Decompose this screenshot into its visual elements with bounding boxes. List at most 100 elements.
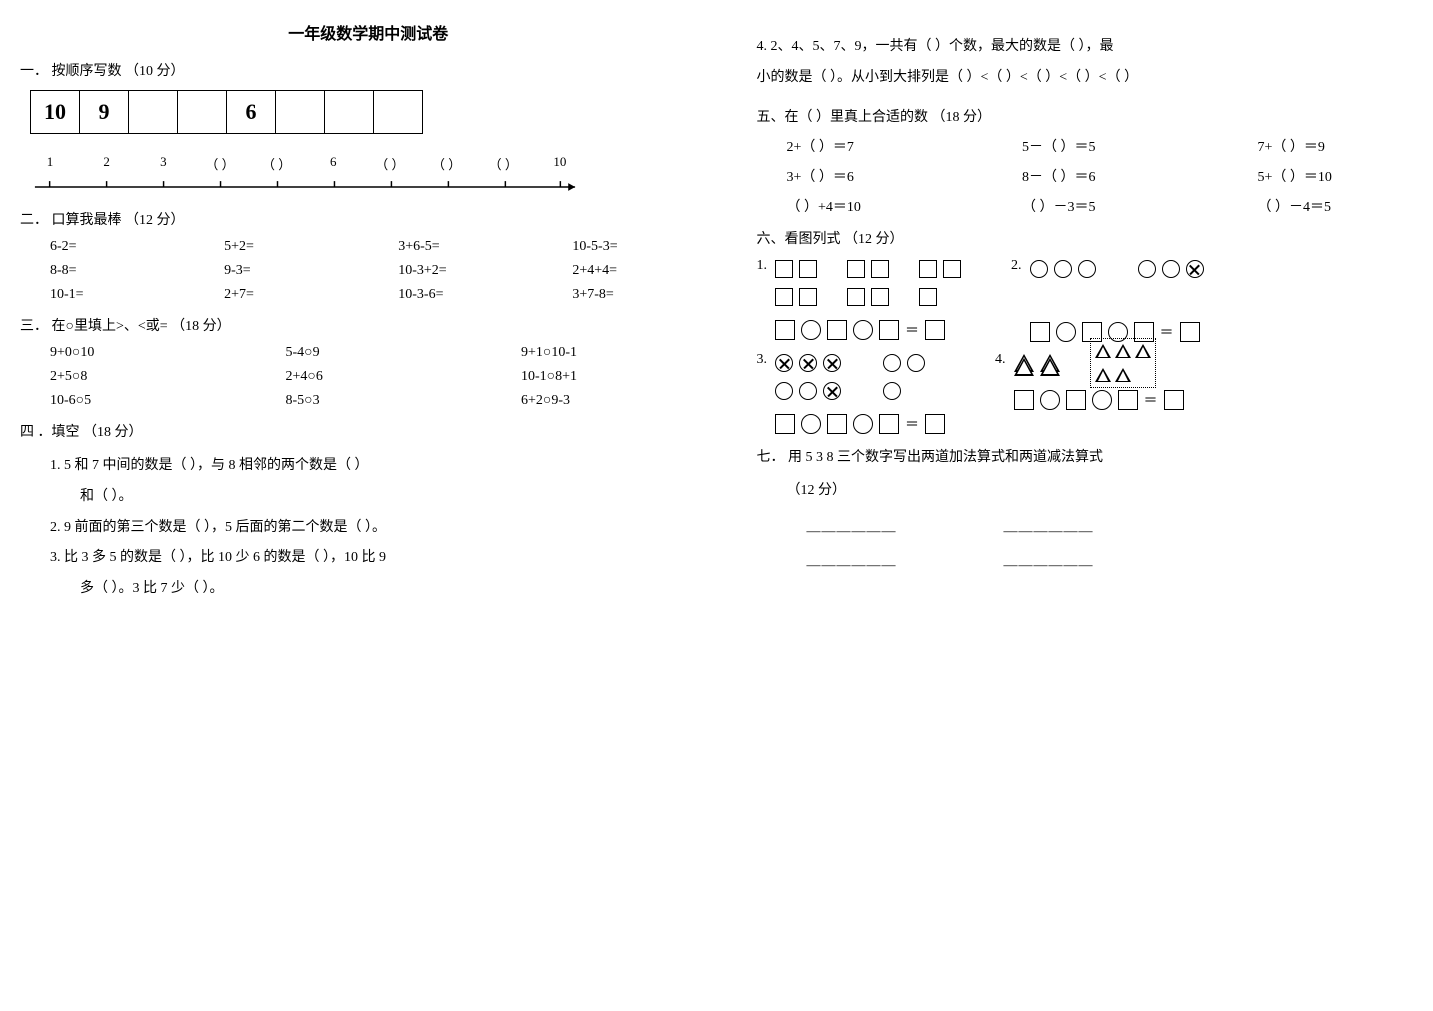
square-icon — [871, 260, 889, 278]
nl-label: 1 — [30, 154, 70, 173]
nl-label: （ ） — [483, 154, 523, 173]
right-column: 4. 2、4、5、7、9，一共有（ ）个数，最大的数是（ ），最 小的数是（ ）… — [757, 20, 1433, 617]
section-5: 五、在（ ）里真上合适的数 （18 分） 2+（ ）＝7 5－（ ）＝5 7+（… — [757, 106, 1433, 216]
equals-sign: ＝ — [905, 414, 919, 434]
fill-item: （ ）+4＝10 — [787, 196, 983, 216]
section-1: 一． 按顺序写数 （10 分） 10 9 6 1 2 3 （ ） （ ） 6 — [20, 60, 717, 197]
square-icon — [799, 288, 817, 306]
compare-item: 9+0○10 — [50, 345, 246, 361]
nl-label: 2 — [87, 154, 127, 173]
fill-item: （ ）－4＝5 — [1258, 196, 1433, 216]
figure-4: 4. — [995, 352, 1184, 434]
q4-1b: 和（ ）。 — [80, 482, 717, 513]
square-icon — [775, 260, 793, 278]
compare-item: 9+1○10-1 — [521, 345, 717, 361]
num-box: 10 — [30, 90, 80, 134]
compare-item: 5-4○9 — [286, 345, 482, 361]
square-icon — [847, 260, 865, 278]
num-box — [128, 90, 178, 134]
blank-box — [879, 414, 899, 434]
equals-sign: ＝ — [905, 320, 919, 340]
section-5-header: 五、在（ ）里真上合适的数 （18 分） — [757, 106, 1433, 126]
section-1-header: 一． 按顺序写数 （10 分） — [20, 60, 717, 80]
num-box: 9 — [79, 90, 129, 134]
figure-1: 1. — [757, 258, 962, 342]
num-box — [324, 90, 374, 134]
fill-item: 8－（ ）＝6 — [1022, 166, 1218, 186]
section-3-header: 三． 在○里填上>、<或= （18 分） — [20, 315, 717, 335]
square-icon — [799, 260, 817, 278]
circle-icon — [799, 382, 817, 400]
fig-num: 4. — [995, 352, 1006, 368]
figures-row-1: 1. — [757, 258, 1433, 342]
blank-box — [775, 414, 795, 434]
number-line-svg — [30, 177, 580, 197]
compare-item: 2+4○6 — [286, 369, 482, 385]
blank-box — [925, 414, 945, 434]
blank-circle — [1056, 322, 1076, 342]
compare-item: 6+2○9-3 — [521, 393, 717, 409]
blank-box — [925, 320, 945, 340]
calc-item: 10-3+2= — [398, 263, 542, 279]
equation-blank: ＝ — [775, 320, 961, 340]
fill-item: 3+（ ）＝6 — [787, 166, 983, 186]
calc-item: 8-8= — [50, 263, 194, 279]
q4-1: 1. 5 和 7 中间的数是（ ），与 8 相邻的两个数是（ ） — [50, 451, 717, 482]
triangle-icon — [1095, 344, 1111, 358]
calc-item: 2+4+4= — [572, 263, 716, 279]
section-6: 六、看图列式 （12 分） 1. — [757, 228, 1433, 434]
blank-box — [827, 414, 847, 434]
nl-label: 6 — [313, 154, 353, 173]
blank-circle — [801, 320, 821, 340]
blank-box — [879, 320, 899, 340]
equals-sign: ＝ — [1160, 322, 1174, 342]
square-icon — [847, 288, 865, 306]
fill-item: 7+（ ）＝9 — [1258, 136, 1433, 156]
triangle-icon — [1115, 368, 1131, 382]
compare-grid: 9+0○10 5-4○9 9+1○10-1 2+5○8 2+4○6 10-1○8… — [50, 345, 717, 409]
countdown-boxes: 10 9 6 — [30, 90, 717, 134]
calc-item: 3+6-5= — [398, 239, 542, 255]
circle-icon — [1030, 260, 1048, 278]
triangle-icon — [1014, 358, 1034, 376]
q4-3b: 多（ ）。3 比 7 少（ ）。 — [80, 574, 717, 605]
nl-label: （ ） — [370, 154, 410, 173]
nl-label: 3 — [143, 154, 183, 173]
blank-circle — [853, 414, 873, 434]
blank-box — [1066, 390, 1086, 410]
dash-blank: —————— — [807, 524, 897, 540]
blank-box — [1014, 390, 1034, 410]
figures-row-2: 3. — [757, 352, 1433, 434]
triangle-icon — [1135, 344, 1151, 358]
square-icon — [919, 288, 937, 306]
num-box — [177, 90, 227, 134]
worksheet-page: 一年级数学期中测试卷 一． 按顺序写数 （10 分） 10 9 6 1 2 3 … — [20, 20, 1433, 617]
blank-circle — [1040, 390, 1060, 410]
calc-item: 5+2= — [224, 239, 368, 255]
mental-math-grid: 6-2= 5+2= 3+6-5= 10-5-3= 8-8= 9-3= 10-3+… — [50, 239, 717, 303]
nl-label: （ ） — [200, 154, 240, 173]
section-7: 七． 用 5 3 8 三个数字写出两道加法算式和两道减法算式 （12 分） ——… — [757, 446, 1433, 575]
blank-circle — [801, 414, 821, 434]
fig-num: 3. — [757, 352, 768, 368]
num-box — [373, 90, 423, 134]
section-4-header: 四 ．填空 （18 分） — [20, 421, 717, 441]
num-box: 6 — [226, 90, 276, 134]
circle-icon — [1162, 260, 1180, 278]
square-icon — [919, 260, 937, 278]
circle-crossed-icon — [1186, 260, 1204, 278]
figure-3: 3. — [757, 352, 946, 434]
calc-item: 10-3-6= — [398, 287, 542, 303]
fill-item: 2+（ ）＝7 — [787, 136, 983, 156]
circle-crossed-icon — [823, 382, 841, 400]
compare-item: 10-6○5 — [50, 393, 246, 409]
nl-label: （ ） — [427, 154, 467, 173]
equation-blank: ＝ — [775, 414, 945, 434]
nl-label: （ ） — [257, 154, 297, 173]
fill-item: 5－（ ）＝5 — [1022, 136, 1218, 156]
compare-item: 10-1○8+1 — [521, 369, 717, 385]
worksheet-title: 一年级数学期中测试卷 — [20, 20, 717, 44]
blank-box — [775, 320, 795, 340]
fill-item: （ ）－3＝5 — [1022, 196, 1218, 216]
circle-icon — [775, 382, 793, 400]
